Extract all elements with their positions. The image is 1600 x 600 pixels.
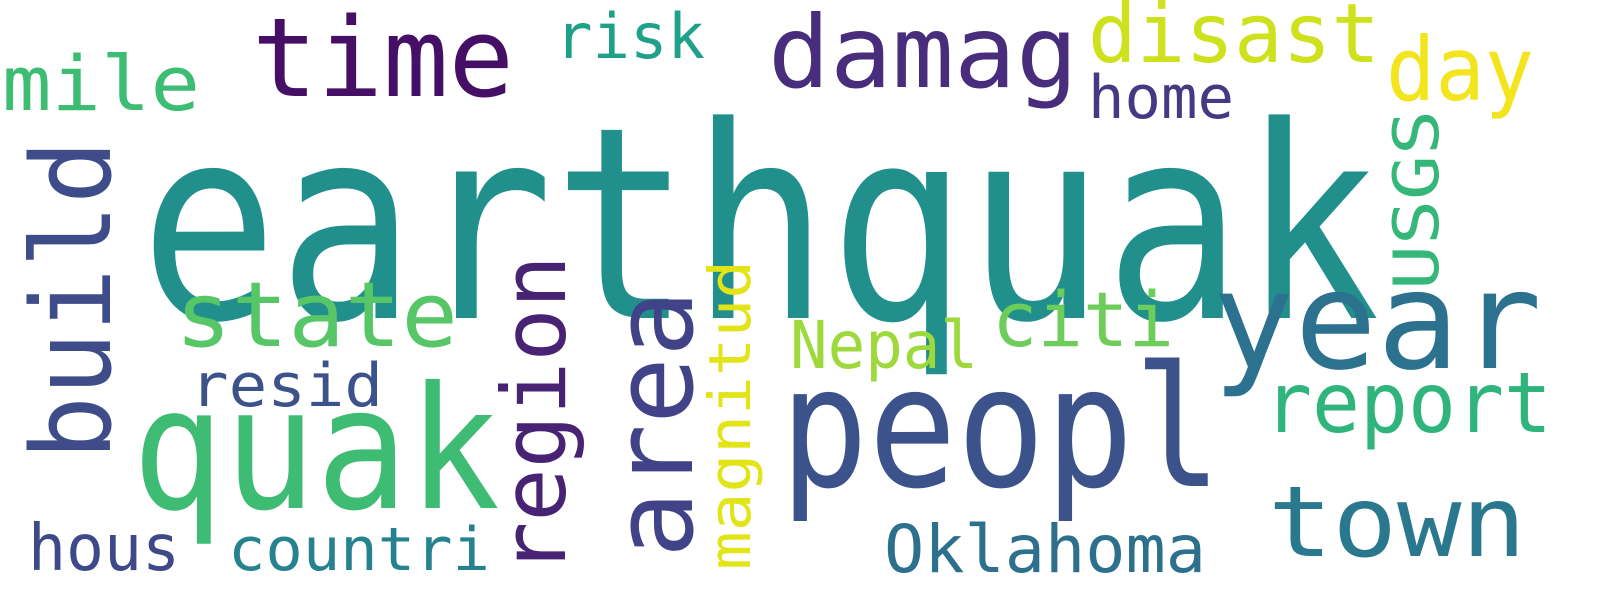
word-report: report [1264, 354, 1552, 452]
word-countri: countri [228, 515, 490, 585]
word-resid: resid [190, 351, 383, 421]
word-time: time [252, 0, 514, 122]
word-citi: citi [992, 275, 1174, 364]
word-damag: damag [768, 0, 1078, 111]
word-earthquak: earthquak [140, 70, 1380, 382]
word-hous: hous [28, 512, 180, 586]
word-mile: mile [2, 39, 200, 128]
word-peopl: peopl [780, 330, 1222, 526]
word-day: day [1386, 18, 1534, 121]
word-risk: risk [555, 0, 705, 73]
word-oklahoma: Oklahoma [884, 511, 1206, 588]
word-state: state [175, 263, 458, 368]
word-disast: disast [1088, 0, 1380, 82]
word-nepal: Nepal [790, 307, 978, 384]
word-town: town [1268, 466, 1526, 580]
word-quak: quak [132, 351, 500, 549]
word-build: build [8, 140, 136, 460]
word-magnitud: magnitud [696, 260, 764, 570]
word-region: region [483, 255, 586, 575]
word-home: home [1088, 63, 1234, 133]
word-year: year [1212, 243, 1542, 401]
word-area: area [590, 290, 718, 558]
word-usgs: USGS [1380, 110, 1453, 290]
